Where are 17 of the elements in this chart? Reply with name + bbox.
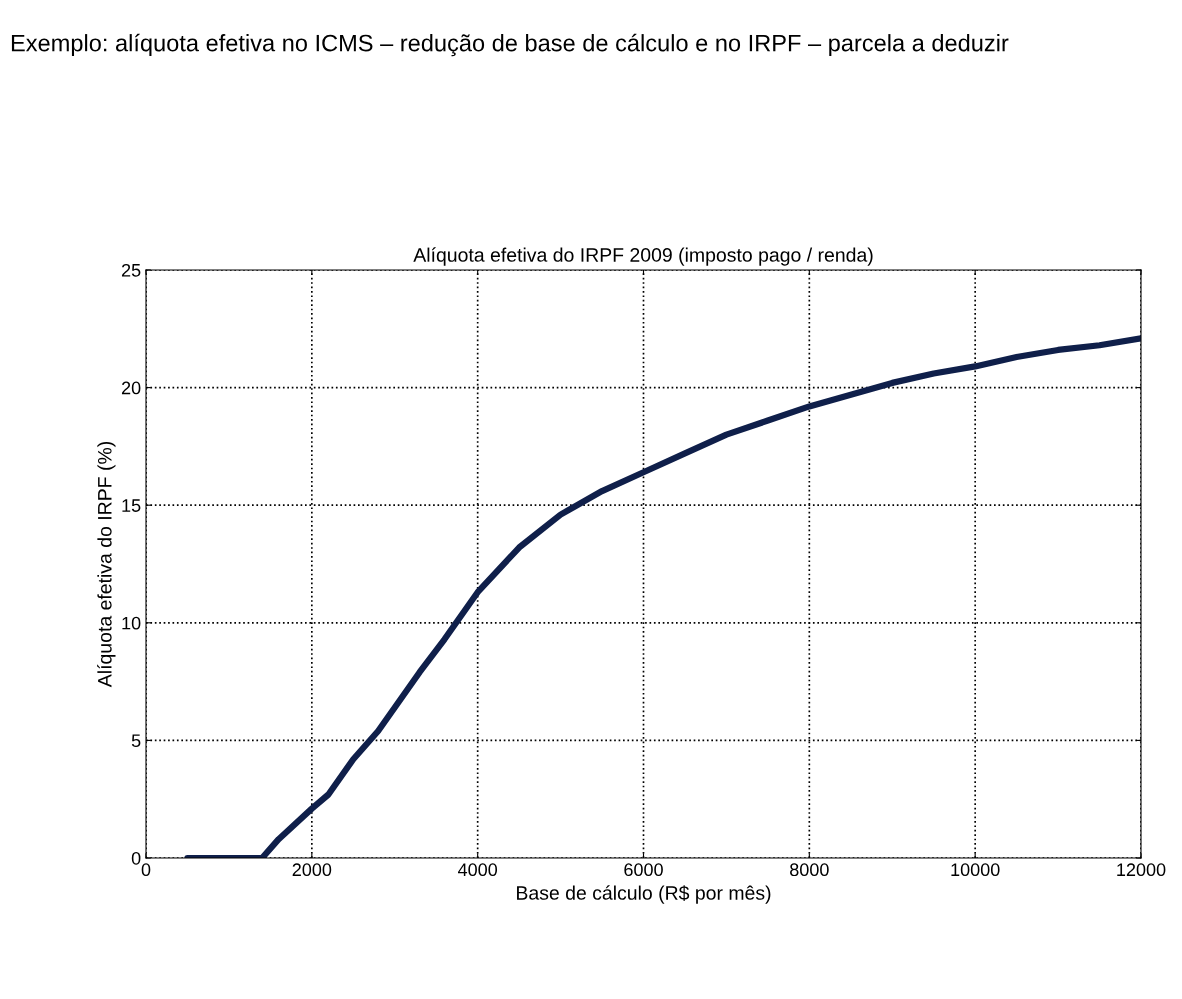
y-axis-title: Alíquota efetiva do IRPF (%)	[97, 442, 116, 688]
x-tick-label: 2000	[292, 863, 332, 877]
y-tick-label: 25	[121, 263, 141, 277]
x-tick-label: 0	[141, 863, 151, 877]
y-tick-label: 15	[122, 499, 141, 512]
y-tick-label: 5	[131, 734, 141, 748]
x-tick-label: 8000	[790, 863, 829, 877]
chart-subtitle: Exemplo: alíquota efetiva no ICMS – redução de base de cálculo e no IRPF – parcela a deduzir	[11, 33, 1009, 57]
x-axis-title: Base de cálculo (R$ por mês)	[517, 885, 771, 904]
x-tick-label: 6000	[624, 863, 663, 877]
y-tick-label: 10	[122, 616, 141, 630]
x-tick-label: 10000	[951, 863, 1000, 877]
y-tick-label: 20	[121, 381, 141, 395]
y-tick-label: 0	[131, 851, 141, 865]
x-tick-label: 4000	[458, 863, 498, 877]
chart-title: Alíquota efetiva do IRPF 2009 (imposto pago / renda)	[413, 247, 873, 266]
x-tick-label: 12000	[1117, 863, 1166, 877]
